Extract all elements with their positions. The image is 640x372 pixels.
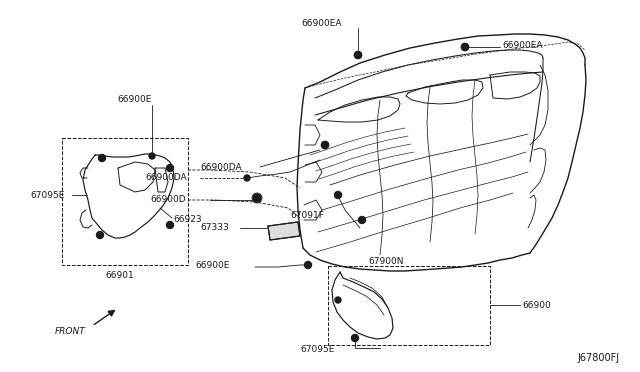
Circle shape <box>355 51 362 58</box>
Text: 66901: 66901 <box>106 270 134 279</box>
Text: 66900E: 66900E <box>118 96 152 105</box>
Circle shape <box>97 231 104 238</box>
Circle shape <box>305 262 312 269</box>
Circle shape <box>351 334 358 341</box>
Text: FRONT: FRONT <box>55 327 86 337</box>
Circle shape <box>166 164 173 171</box>
Text: 66923: 66923 <box>173 215 202 224</box>
Text: 66900EA: 66900EA <box>301 19 342 29</box>
Circle shape <box>321 141 328 148</box>
Text: 67095E: 67095E <box>300 346 334 355</box>
Circle shape <box>321 141 328 148</box>
Text: 66900EA: 66900EA <box>502 42 543 51</box>
Circle shape <box>335 192 342 199</box>
Circle shape <box>166 221 173 228</box>
Text: 66900DA: 66900DA <box>145 173 187 183</box>
Circle shape <box>99 154 106 161</box>
Text: 66900DA: 66900DA <box>200 163 242 171</box>
Text: 66900E: 66900E <box>195 262 229 270</box>
Polygon shape <box>268 222 300 240</box>
Text: 66900: 66900 <box>522 301 551 310</box>
Circle shape <box>335 297 341 303</box>
Text: 67091F: 67091F <box>290 211 324 219</box>
Circle shape <box>461 44 468 51</box>
Text: 67333: 67333 <box>200 224 228 232</box>
Circle shape <box>244 175 250 181</box>
Text: 66900D: 66900D <box>150 196 186 205</box>
Circle shape <box>355 51 362 58</box>
Text: 67900N: 67900N <box>368 257 403 266</box>
Circle shape <box>461 44 468 51</box>
Text: 67095E: 67095E <box>30 190 65 199</box>
Circle shape <box>253 194 261 202</box>
Circle shape <box>358 217 365 224</box>
Text: J67800FJ: J67800FJ <box>578 353 620 363</box>
Circle shape <box>149 153 155 159</box>
